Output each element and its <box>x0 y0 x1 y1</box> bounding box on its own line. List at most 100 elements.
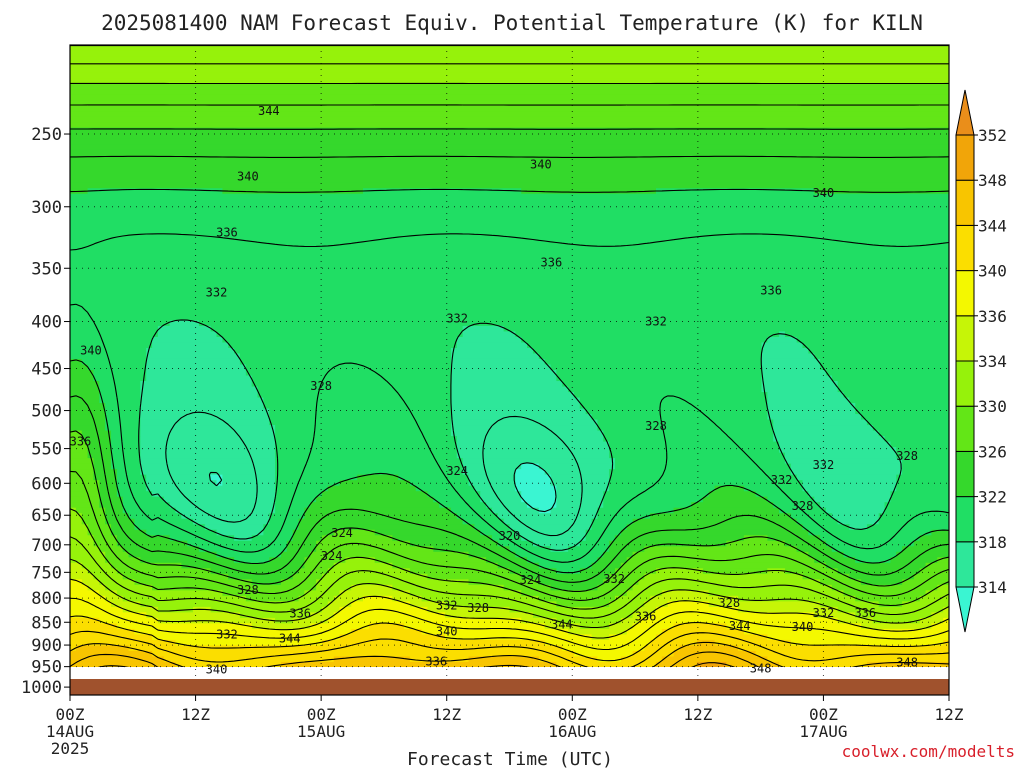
theta-e-fill-cell <box>70 342 153 349</box>
theta-e-fill-cell <box>70 573 95 580</box>
theta-e-fill-cell <box>116 623 253 630</box>
theta-e-fill-cell <box>790 463 903 470</box>
theta-e-fill-cell <box>591 518 634 525</box>
y-tick-label: 800 <box>31 589 62 609</box>
theta-e-fill-cell <box>808 491 891 498</box>
theta-e-fill-cell <box>702 496 768 503</box>
theta-e-fill-cell <box>450 364 552 371</box>
theta-e-fill-cell <box>743 535 768 542</box>
theta-e-fill-cell <box>573 392 768 399</box>
theta-e-fill-cell <box>70 370 95 377</box>
colorbar-top-triangle <box>955 89 975 136</box>
theta-e-fill-cell <box>708 601 821 608</box>
theta-e-fill-cell <box>70 562 83 569</box>
theta-e-fill-cell <box>245 370 452 377</box>
theta-e-fill-cell <box>644 546 798 553</box>
theta-e-fill-cell <box>70 127 949 134</box>
chart-title: 2025081400 NAM Forecast Equiv. Potential… <box>101 11 923 35</box>
theta-e-fill-cell <box>790 513 833 520</box>
contour-label: 328 <box>896 449 918 463</box>
theta-e-fill-cell <box>855 403 949 410</box>
theta-e-fill-cell <box>568 546 610 553</box>
theta-e-fill-cell <box>878 601 903 608</box>
theta-e-fill-cell <box>532 612 634 619</box>
theta-e-fill-cell <box>310 612 335 619</box>
y-axis: 250 300 350 400 450 500 550 600 650 700 750 800 850 9… <box>21 125 70 698</box>
contour-label: 336 <box>216 226 238 240</box>
theta-e-fill-cell <box>70 100 949 107</box>
theta-e-fill-cell <box>427 606 511 613</box>
theta-e-fill-cell <box>222 336 458 344</box>
theta-e-fill-cell <box>70 221 949 228</box>
theta-e-fill-cell <box>99 397 141 404</box>
theta-e-fill-cell <box>70 78 949 85</box>
theta-e-fill-cell <box>761 364 821 371</box>
theta-e-fill-cell <box>556 601 610 608</box>
theta-e-fill-cell <box>743 628 949 636</box>
theta-e-fill-cell <box>802 573 850 580</box>
theta-e-fill-cell <box>761 381 839 388</box>
contour-label: 328 <box>792 499 814 513</box>
theta-e-fill-cell <box>122 546 200 553</box>
theta-e-fill-cell <box>275 474 358 481</box>
theta-e-fill-cell <box>321 639 546 647</box>
theta-e-fill-cell <box>70 248 949 255</box>
theta-e-fill-cell <box>568 667 651 673</box>
theta-e-fill-cell <box>902 463 949 470</box>
theta-e-fill-cell <box>216 480 223 487</box>
theta-e-fill-cell <box>70 441 89 448</box>
theta-e-fill-cell <box>644 601 669 608</box>
x-tick-date-label: 14AUG <box>46 722 94 741</box>
theta-e-fill-cell <box>111 458 141 465</box>
y-tick-label: 950 <box>31 658 62 678</box>
theta-e-fill-cell <box>392 584 505 591</box>
theta-e-fill-cell <box>497 513 598 520</box>
theta-e-fill-cell <box>620 529 809 536</box>
theta-e-fill-cell <box>70 347 147 355</box>
theta-e-fill-cell <box>75 645 130 652</box>
theta-e-fill-cell <box>234 535 253 542</box>
theta-e-fill-cell <box>275 458 464 465</box>
theta-e-fill-cell <box>521 496 557 503</box>
theta-e-fill-cell <box>111 441 141 448</box>
theta-e-fill-cell <box>931 623 949 630</box>
theta-e-fill-cell <box>855 557 891 564</box>
theta-e-fill-cell <box>134 628 352 636</box>
theta-e-fill-cell <box>702 568 768 575</box>
theta-e-fill-cell <box>70 661 177 667</box>
colorbar-label: 336 <box>978 307 1007 326</box>
colorbar-label: 334 <box>978 352 1007 371</box>
contour-label: 332 <box>436 598 458 612</box>
theta-e-fill-cell <box>140 392 259 399</box>
theta-e-fill-cell <box>527 502 557 509</box>
theta-e-fill-cell <box>450 381 563 388</box>
theta-e-fill-cell <box>620 617 640 624</box>
theta-e-fill-cell <box>70 447 89 454</box>
theta-e-fill-cell <box>456 436 604 443</box>
theta-e-fill-cell <box>831 584 938 591</box>
theta-e-fill-cell <box>544 358 763 366</box>
theta-e-fill-cell <box>538 562 593 569</box>
theta-e-fill-cell <box>111 529 147 536</box>
theta-e-fill-cell <box>239 353 452 360</box>
theta-e-fill-cell <box>70 83 949 90</box>
theta-e-fill-cell <box>70 281 949 288</box>
theta-e-fill-cell <box>105 419 141 426</box>
theta-e-fill-cell <box>275 441 458 448</box>
theta-e-fill-cell <box>70 144 949 151</box>
contour-label: 332 <box>446 312 468 326</box>
contour-line-320 <box>70 233 949 563</box>
theta-e-fill-cell <box>140 463 276 470</box>
theta-e-fill-cell <box>445 601 557 608</box>
theta-e-fill-cell <box>152 342 229 349</box>
theta-e-fill-cell <box>515 474 552 481</box>
theta-e-fill-cell <box>515 331 780 338</box>
theta-e-fill-cell <box>70 259 949 266</box>
theta-e-fill-cell <box>70 375 95 382</box>
theta-e-fill-cell <box>140 408 270 415</box>
theta-e-fill-cell <box>796 546 833 553</box>
theta-e-fill-cell <box>81 562 112 569</box>
theta-e-fill-cell <box>544 639 651 647</box>
colorbar-label: 322 <box>978 488 1007 507</box>
theta-e-fill-cell <box>937 557 949 564</box>
